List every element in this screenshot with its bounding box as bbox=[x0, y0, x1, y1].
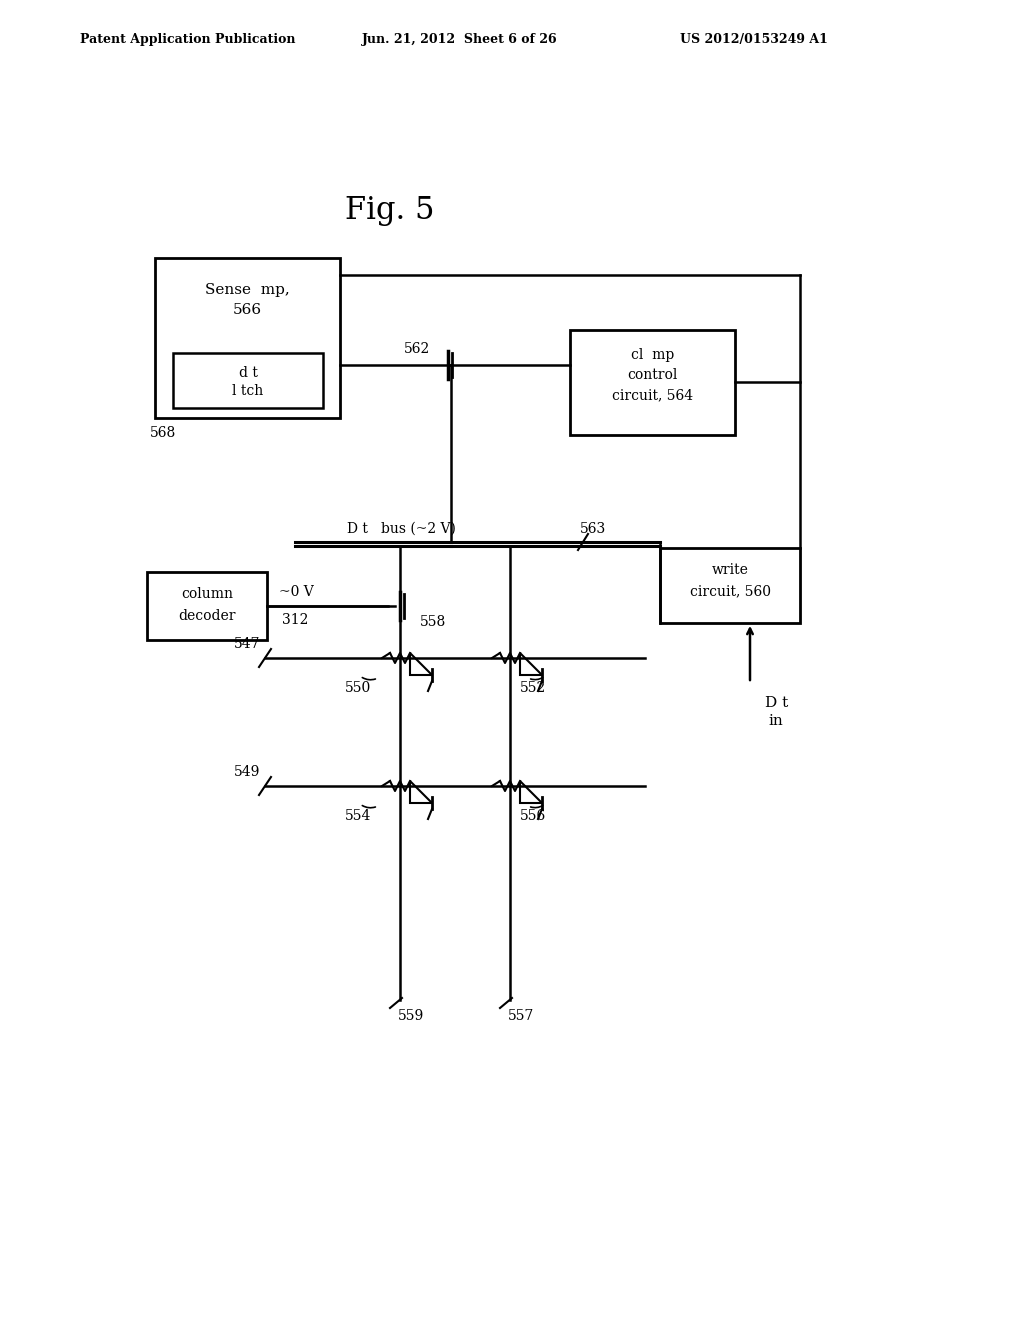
Text: 568: 568 bbox=[150, 426, 176, 440]
Text: control: control bbox=[628, 368, 678, 381]
Text: 559: 559 bbox=[398, 1008, 424, 1023]
Text: circuit, 560: circuit, 560 bbox=[689, 583, 770, 598]
Text: decoder: decoder bbox=[178, 609, 236, 623]
Text: Patent Application Publication: Patent Application Publication bbox=[80, 33, 296, 46]
Bar bbox=[147, 572, 267, 640]
Text: ~0 V: ~0 V bbox=[279, 585, 313, 599]
Text: l tch: l tch bbox=[232, 384, 263, 399]
Text: Jun. 21, 2012  Sheet 6 of 26: Jun. 21, 2012 Sheet 6 of 26 bbox=[362, 33, 558, 46]
Text: 554: 554 bbox=[345, 809, 372, 822]
Text: 552: 552 bbox=[520, 681, 546, 696]
Text: 550: 550 bbox=[345, 681, 372, 696]
Bar bbox=[570, 330, 735, 436]
Text: in: in bbox=[768, 714, 782, 729]
Text: circuit, 564: circuit, 564 bbox=[612, 388, 693, 403]
Text: write: write bbox=[712, 564, 749, 577]
Text: D t   bus (~2 V): D t bus (~2 V) bbox=[347, 521, 456, 536]
Text: 566: 566 bbox=[232, 304, 262, 317]
Text: 562: 562 bbox=[403, 342, 430, 356]
Text: 563: 563 bbox=[580, 521, 606, 536]
Text: d t: d t bbox=[239, 366, 257, 380]
Text: 312: 312 bbox=[282, 612, 308, 627]
Bar bbox=[660, 548, 800, 623]
Text: Sense  mp,: Sense mp, bbox=[205, 282, 290, 297]
Text: 558: 558 bbox=[420, 615, 446, 630]
Text: 549: 549 bbox=[233, 766, 260, 779]
Text: cl  mp: cl mp bbox=[631, 348, 674, 362]
Text: US 2012/0153249 A1: US 2012/0153249 A1 bbox=[680, 33, 827, 46]
Text: D t: D t bbox=[765, 696, 788, 710]
Text: 547: 547 bbox=[233, 638, 260, 651]
Bar bbox=[155, 257, 340, 418]
Text: Fig. 5: Fig. 5 bbox=[345, 194, 435, 226]
Text: 557: 557 bbox=[508, 1008, 535, 1023]
Bar bbox=[173, 352, 323, 408]
Text: column: column bbox=[181, 587, 233, 601]
Text: 556: 556 bbox=[520, 809, 546, 822]
